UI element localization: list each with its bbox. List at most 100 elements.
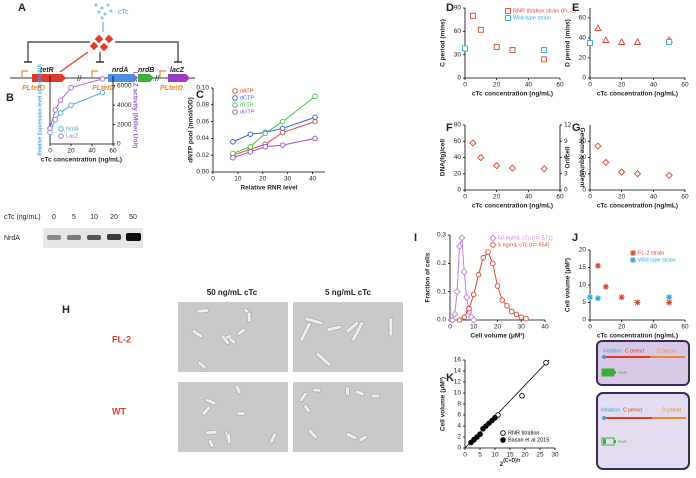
lane-label: 10 (90, 214, 98, 221)
marker (492, 415, 498, 421)
cell (226, 433, 232, 445)
marker (490, 242, 496, 248)
x-tick-label: 60 (681, 82, 689, 89)
svg-text://: // (77, 74, 82, 83)
y-tick-label: 60 (579, 15, 587, 22)
cell (388, 317, 393, 337)
y-tick-label: 0 (582, 75, 586, 82)
legend-label: dCTP (240, 95, 254, 101)
x-tick-label: 0 (463, 452, 467, 459)
marker (541, 47, 548, 53)
marker (460, 268, 468, 276)
y-axis-label: Relative Expression level of NrdA (AU) (37, 64, 43, 156)
y-tick-label: 0 (582, 187, 586, 194)
d-period-label: D period (662, 407, 681, 413)
y-tick-label: 90 (454, 5, 462, 12)
legend-label: Wild type strain (638, 257, 676, 263)
x-tick-label: 5 (478, 452, 482, 459)
y2-axis-label: LacZ activity (Miller Unit) (131, 72, 138, 149)
marker (475, 271, 482, 278)
marker (480, 254, 487, 261)
y-tick-label: 20 (579, 154, 587, 161)
marker (462, 45, 468, 52)
marker (602, 158, 610, 167)
x-axis-label: cTc concentration (ng/mL) (597, 203, 678, 210)
marker (279, 125, 286, 132)
marker (490, 260, 496, 267)
lane-label: 20 (110, 214, 118, 221)
marker (477, 431, 483, 438)
x-tick-label: 60 (556, 194, 564, 201)
marker (451, 310, 459, 318)
row-label: WT (112, 406, 126, 416)
cell (246, 311, 252, 323)
gel-row-label: NrdA (4, 235, 20, 242)
marker (247, 144, 254, 150)
marker (634, 299, 641, 306)
y-tick-label: 0.2 (437, 260, 446, 267)
cell (308, 429, 318, 440)
rnr-label: RNR (618, 439, 627, 444)
marker (504, 303, 510, 309)
x-tick-label: 30 (518, 324, 526, 331)
y-tick-label: 0.06 (196, 118, 209, 125)
series-line (232, 121, 316, 156)
cell (196, 308, 209, 314)
panel-letter: C (196, 89, 204, 101)
marker (633, 170, 642, 178)
x-tick-label: 0 (448, 324, 452, 331)
c-period-label: C period (625, 348, 644, 354)
x-axis-label: Relative RNR level (240, 185, 297, 192)
panel-letter: H (62, 304, 70, 316)
y-tick-label: 6 (457, 412, 461, 419)
marker (513, 311, 520, 318)
marker (52, 116, 59, 123)
y-tick-label: 2 (457, 434, 461, 441)
marker (505, 8, 511, 14)
marker (594, 295, 601, 302)
lane-label: 50 (129, 214, 137, 221)
marker (602, 36, 610, 43)
marker (68, 84, 74, 91)
y-axis-label: Cell volume (μM³) (565, 258, 572, 312)
promoter-label: PLtetO (22, 85, 46, 92)
x-axis-label: 2(C+D)/τ (500, 458, 521, 467)
marker (618, 168, 626, 176)
marker (477, 26, 484, 33)
legend-label: NrdA (66, 126, 79, 132)
marker (312, 114, 318, 121)
marker (602, 283, 609, 290)
panel-letter: D (446, 2, 454, 14)
x-tick-label: 30 (551, 452, 559, 459)
micrograph (178, 302, 288, 372)
marker (57, 110, 64, 116)
promoter-label: PLtetO (160, 85, 184, 92)
cell (370, 393, 380, 398)
marker (477, 153, 485, 162)
rnr-label: RNR (618, 370, 627, 375)
marker (470, 316, 478, 324)
y-tick-label: 0.08 (196, 102, 209, 109)
marker (633, 38, 642, 45)
y-tick-label: 0.02 (196, 152, 209, 159)
cell (269, 432, 277, 444)
marker (493, 43, 500, 50)
y-tick-label: 0 (457, 187, 461, 194)
marker (594, 24, 602, 31)
marker (279, 142, 286, 148)
row-label: FL-2 (112, 334, 131, 344)
y-tick-label: 15 (579, 264, 587, 271)
cell (304, 316, 323, 326)
marker (312, 93, 318, 100)
marker (262, 130, 269, 137)
panel-letter: J (572, 232, 578, 244)
cell (236, 411, 246, 416)
marker (666, 299, 673, 306)
legend-label: LacZ (66, 133, 79, 139)
gel-axis-label: cTc (ng/mL) (4, 214, 41, 221)
x-tick-label: 60 (109, 148, 117, 155)
marker (462, 293, 471, 301)
marker (57, 97, 64, 104)
micrograph (293, 302, 403, 372)
marker (232, 102, 238, 108)
